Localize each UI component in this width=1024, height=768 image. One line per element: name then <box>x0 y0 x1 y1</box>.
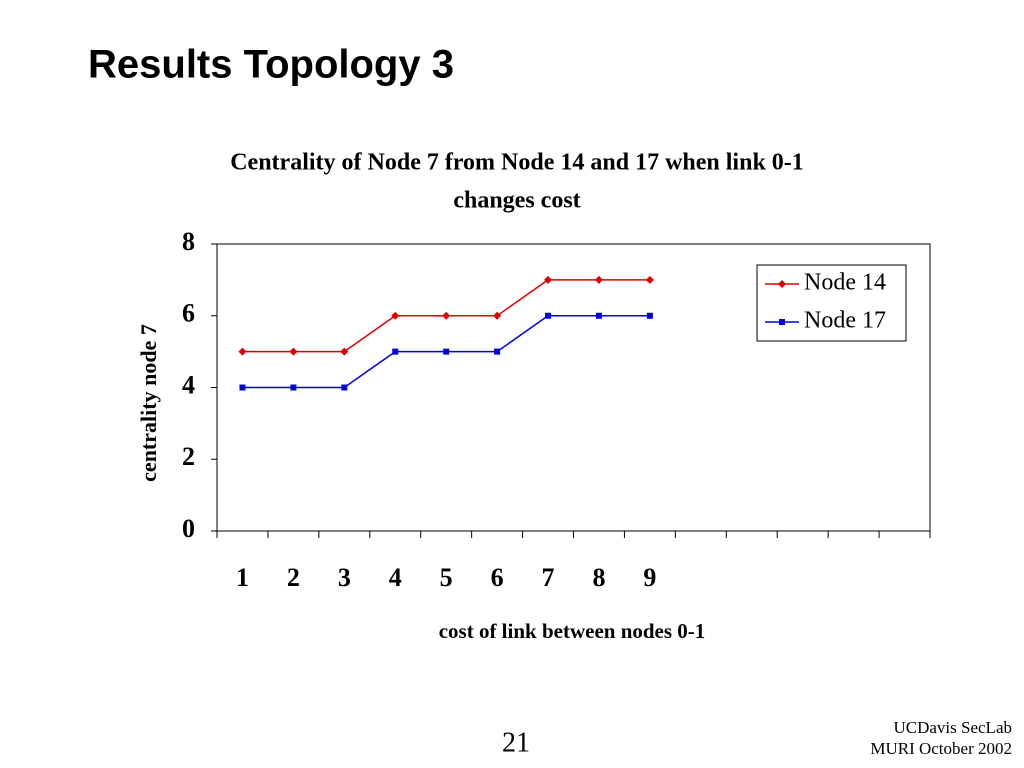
x-tick-label: 1 <box>236 563 249 592</box>
chart-subtitle: changes cost <box>453 188 580 214</box>
marker <box>341 384 348 391</box>
x-tick-label: 5 <box>440 563 453 592</box>
marker <box>443 348 450 355</box>
y-tick-label: 8 <box>182 227 195 256</box>
marker <box>239 384 246 391</box>
legend-marker <box>779 319 785 325</box>
marker <box>645 275 654 284</box>
marker <box>594 275 603 284</box>
y-axis-label: centrality node 7 <box>136 324 161 482</box>
marker <box>493 311 502 320</box>
marker <box>646 312 653 319</box>
marker <box>494 348 501 355</box>
x-tick-label: 8 <box>592 563 605 592</box>
x-tick-label: 4 <box>389 563 402 592</box>
footer-line: UCDavis SecLab <box>893 718 1012 737</box>
marker <box>442 311 451 320</box>
legend-label: Node 14 <box>804 270 886 296</box>
marker <box>340 347 349 356</box>
y-tick-label: 6 <box>182 299 195 328</box>
legend-box <box>756 264 907 342</box>
x-tick-label: 9 <box>643 563 656 592</box>
marker <box>392 348 399 355</box>
marker <box>545 312 552 319</box>
marker <box>289 347 298 356</box>
x-axis-label: cost of link between nodes 0-1 <box>439 619 706 643</box>
legend-label: Node 17 <box>804 308 886 334</box>
x-tick-label: 3 <box>338 563 351 592</box>
marker <box>290 384 297 391</box>
y-tick-label: 0 <box>182 514 195 543</box>
x-tick-label: 6 <box>491 563 504 592</box>
y-tick-label: 2 <box>182 442 195 471</box>
marker <box>391 311 400 320</box>
marker <box>238 347 247 356</box>
page-number: 21 <box>502 727 530 758</box>
legend-marker <box>778 280 786 288</box>
x-tick-label: 2 <box>287 563 300 592</box>
slide-title: Results Topology 3 <box>88 43 454 87</box>
marker <box>595 312 602 319</box>
marker <box>544 275 553 284</box>
y-tick-label: 4 <box>182 370 195 399</box>
x-tick-label: 7 <box>542 563 555 592</box>
chart-title: Centrality of Node 7 from Node 14 and 17… <box>230 150 804 176</box>
footer-line: MURI October 2002 <box>870 739 1012 758</box>
